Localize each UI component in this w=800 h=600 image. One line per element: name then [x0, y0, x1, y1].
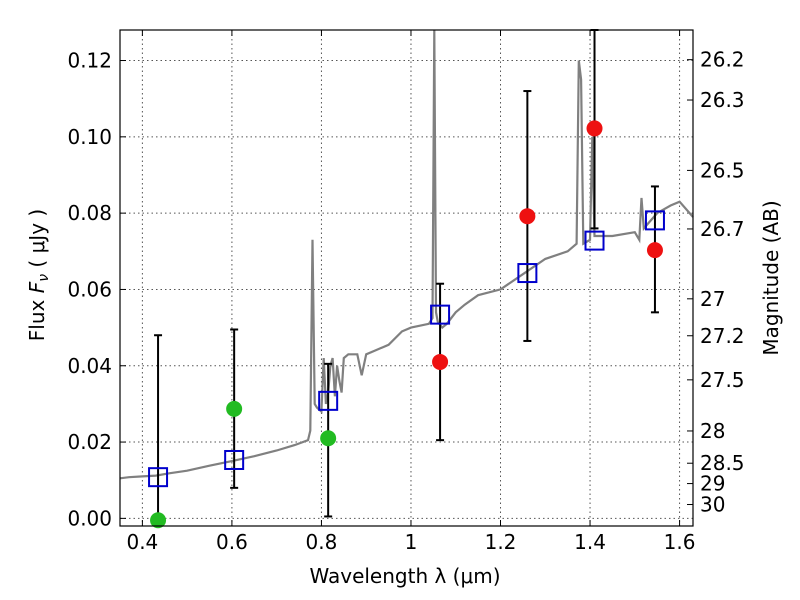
x-tick-label: 0.4	[126, 530, 158, 554]
red-data-point	[519, 208, 536, 225]
errorbars	[154, 29, 659, 520]
y-tick-label: 0.06	[67, 277, 112, 301]
red-data-point	[432, 353, 449, 370]
x-tick-label: 1.4	[574, 530, 606, 554]
model-square	[430, 304, 451, 325]
green-data-point	[320, 430, 337, 447]
magnitude-tick-label: 28	[700, 419, 725, 443]
grid	[120, 30, 693, 526]
y-tick-label: 0.10	[67, 125, 112, 149]
y-tick-label: 0.04	[67, 354, 112, 378]
x-tick-label: 1.6	[664, 530, 696, 554]
model-square	[517, 263, 538, 284]
y-tick-label: 0.00	[67, 506, 112, 530]
spectrum-line	[119, 29, 694, 480]
measured-points	[150, 120, 663, 529]
spectrum-layer	[119, 29, 694, 480]
model-square	[148, 467, 169, 488]
model-square	[224, 449, 245, 470]
magnitude-tick-label: 26.2	[700, 48, 745, 72]
green-data-point	[226, 400, 243, 417]
y-axis-label-post: ( μJy )	[25, 209, 49, 274]
magnitude-tick-label: 27.2	[700, 324, 745, 348]
model-square	[644, 210, 665, 231]
magnitude-tick-label: 26.3	[700, 88, 745, 112]
x-tick-label: 0.6	[216, 530, 248, 554]
magnitude-tick-label: 28.5	[700, 451, 745, 475]
y-axis-label-symbol: F	[25, 281, 49, 293]
red-data-point	[646, 242, 663, 259]
y-axis-label-subscript: ν	[36, 274, 52, 282]
magnitude-tick-label: 26.7	[700, 217, 745, 241]
y-axis-ticks: 0.00 0.02 0.04 0.06 0.08 0.10 0.12	[67, 49, 126, 530]
magnitude-tick-label: 26.5	[700, 158, 745, 182]
y-tick-label: 0.12	[67, 49, 112, 73]
x-tick-label: 1.2	[485, 530, 517, 554]
magnitude-tick-label: 29	[700, 472, 725, 496]
magnitude-tick-label: 27.5	[700, 368, 745, 392]
magnitude-tick-label: 30	[700, 493, 725, 517]
y-tick-label: 0.02	[67, 430, 112, 454]
model-square	[584, 230, 605, 251]
model-points	[148, 210, 665, 488]
plot-frame	[119, 29, 694, 527]
x-tick-label: 0.8	[306, 530, 338, 554]
y-tick-label: 0.08	[67, 201, 112, 225]
x-axis-ticks: 0.4 0.6 0.8 1 1.2 1.4 1.6	[126, 30, 695, 554]
y-axis-label-pre: Flux	[25, 293, 49, 341]
green-data-point	[150, 512, 167, 529]
magnitude-axis-label: Magnitude (AB)	[759, 200, 783, 355]
x-tick-label: 1	[405, 530, 418, 554]
model-square	[318, 390, 339, 411]
magnitude-tick-label: 27	[700, 287, 725, 311]
y-axis-label: Flux Fν ( μJy )	[25, 209, 52, 341]
red-data-point	[586, 120, 603, 137]
x-axis-label: Wavelength λ (μm)	[309, 564, 500, 588]
